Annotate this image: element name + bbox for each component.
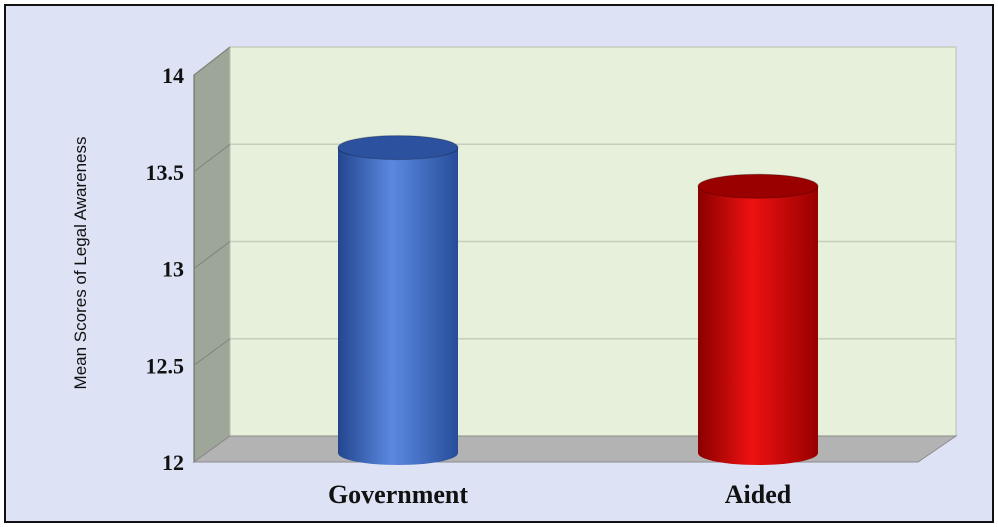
bars <box>337 135 819 465</box>
y-tick-label: 14 <box>162 63 184 88</box>
y-axis-ticks: 12 12.5 13 13.5 14 <box>146 63 185 475</box>
floor <box>192 435 958 463</box>
y-tick-label: 13.5 <box>146 160 185 185</box>
chart-frame: 12 12.5 13 13.5 14 Government Aided Mean Scor… <box>4 4 994 523</box>
bar-top <box>697 173 819 199</box>
bar-top <box>337 135 459 161</box>
bar-chart: 12 12.5 13 13.5 14 Government Aided Mean Scor… <box>71 45 958 509</box>
side-gridline <box>193 338 231 366</box>
y-tick-label: 12.5 <box>146 353 185 378</box>
side-gridline <box>193 46 231 76</box>
side-gridline <box>193 241 231 269</box>
y-axis-label: Mean Scores of Legal Awareness <box>71 137 90 390</box>
x-axis-categories: Government Aided <box>328 480 792 509</box>
bar-body <box>698 186 818 465</box>
bar-aided <box>697 173 819 465</box>
bar-government <box>337 135 459 465</box>
y-tick-label: 12 <box>162 450 184 475</box>
x-category-label: Government <box>328 480 468 509</box>
bar-body <box>338 147 458 465</box>
y-tick-label: 13 <box>162 257 184 282</box>
x-category-label: Aided <box>725 480 792 509</box>
side-gridline <box>193 143 231 173</box>
